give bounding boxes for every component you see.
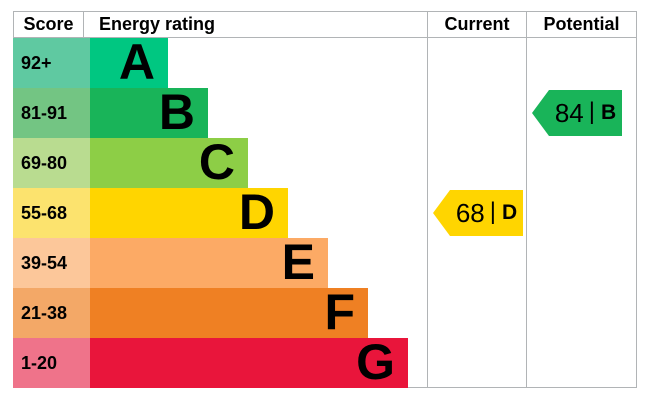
band-score-range: 1-20 [13,338,90,388]
potential-rating-arrow: 84 | B [532,90,622,136]
band-bar-f: F [90,287,368,338]
potential-rating-value: 84 [554,97,584,128]
header-current: Current [428,12,527,37]
band-row-b: 81-91 B [13,87,427,138]
current-rating-arrow: 68 | D [433,190,523,236]
epc-rating-chart: Score Energy rating Current Potential 92… [13,11,637,388]
band-row-g: 1-20 G [13,337,427,388]
header-potential: Potential [527,12,637,37]
header-score: Score [13,12,84,37]
band-bar-g: G [90,337,408,388]
divider-pipe: | [489,198,496,225]
band-row-f: 21-38 F [13,287,427,338]
potential-rating-letter: B [600,101,617,124]
band-score-range: 55-68 [13,188,90,238]
band-row-d: 55-68 D [13,187,427,238]
header-energy-rating: Energy rating [84,12,428,37]
energy-bands-column: 92+ A 81-91 B 69-80 C 55-68 D 39-54 E 21… [13,37,428,388]
band-row-e: 39-54 E [13,237,427,288]
band-score-range: 69-80 [13,138,90,188]
band-score-range: 92+ [13,38,90,88]
current-rating-value: 68 [455,197,485,228]
band-row-c: 69-80 C [13,137,427,188]
band-score-range: 81-91 [13,88,90,138]
band-bar-b: B [90,87,208,138]
potential-column: 84 | B [527,38,637,387]
divider-pipe: | [588,98,595,125]
band-bar-a: A [90,37,168,88]
band-bar-d: D [90,187,288,238]
current-column: 68 | D [428,38,527,387]
band-score-range: 21-38 [13,288,90,338]
band-bar-e: E [90,237,328,288]
table-body: 92+ A 81-91 B 69-80 C 55-68 D 39-54 E 21… [13,37,637,388]
band-score-range: 39-54 [13,238,90,288]
current-rating-letter: D [501,201,518,224]
band-bar-c: C [90,137,248,188]
band-row-a: 92+ A [13,37,427,88]
table-header-row: Score Energy rating Current Potential [13,11,637,38]
